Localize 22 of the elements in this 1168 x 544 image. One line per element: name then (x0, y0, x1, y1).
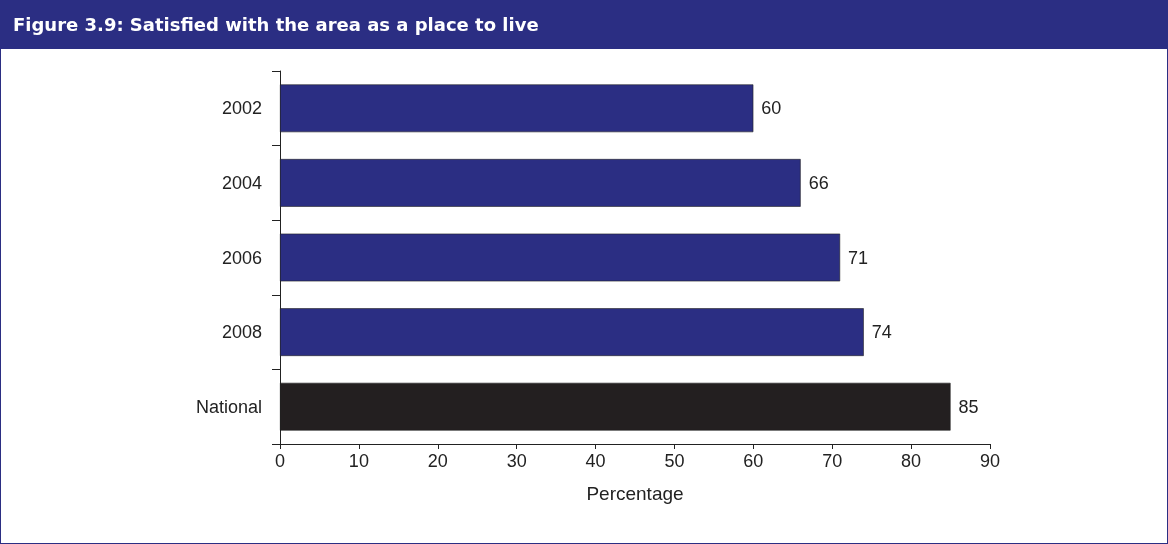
chart-title: Figure 3.9: Satisfied with the area as a place to live (1, 1, 1167, 49)
y-tick-label: 2006 (221, 247, 262, 268)
x-tick-label: 10 (348, 451, 369, 471)
x-tick-label: 80 (901, 451, 922, 471)
data-label: 66 (808, 172, 829, 193)
x-tick-label: 60 (743, 451, 764, 471)
y-tick-label: 2004 (221, 172, 262, 193)
x-axis-title: Percentage (586, 483, 684, 504)
data-label: 71 (848, 247, 869, 268)
x-tick-label: 30 (506, 451, 527, 471)
y-tick-label: 2002 (221, 98, 262, 119)
y-tick-label: National (195, 396, 262, 417)
x-tick-label: 70 (822, 451, 843, 471)
data-label: 74 (871, 322, 892, 343)
data-label: 85 (958, 396, 979, 417)
x-tick-label: 50 (664, 451, 685, 471)
x-tick-label: 0 (274, 451, 286, 471)
x-tick-label: 40 (585, 451, 606, 471)
y-tick-label: 2008 (221, 322, 262, 343)
data-label: 60 (761, 98, 782, 119)
x-tick-label: 20 (427, 451, 448, 471)
x-tick-label: 90 (979, 451, 1001, 471)
